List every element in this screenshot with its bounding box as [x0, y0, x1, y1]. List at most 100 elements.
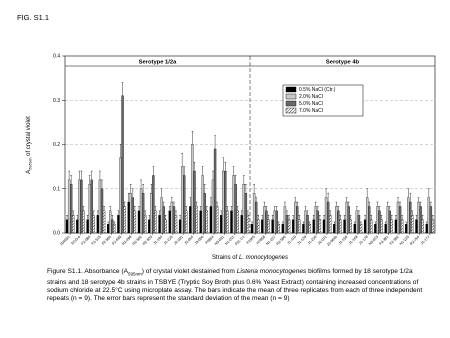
error-bar: [376, 201, 379, 207]
legend-swatch: [285, 107, 297, 114]
error-bar: [82, 206, 85, 211]
bar: [378, 210, 381, 234]
bar: [273, 210, 276, 234]
y-tick-label: 0.3: [53, 98, 60, 104]
error-bar: [193, 161, 196, 172]
bar: [322, 219, 326, 234]
error-bar: [133, 206, 136, 211]
bar: [400, 219, 404, 234]
legend-label: 2.0% NaCl: [299, 94, 323, 100]
x-tick-label: R2-500: [276, 235, 287, 246]
error-bar: [140, 179, 142, 189]
x-tick-label: J1-177: [420, 235, 431, 246]
x-tick-label: J3-006: [194, 235, 205, 246]
error-bar: [189, 197, 192, 207]
bar: [308, 223, 311, 234]
bar: [283, 206, 287, 234]
error-bar: [96, 210, 99, 216]
bar: [405, 223, 408, 234]
error-bar: [203, 184, 206, 194]
bar: [82, 210, 85, 234]
error-bar: [66, 215, 68, 220]
bar: [388, 210, 391, 234]
error-bar: [164, 215, 167, 220]
error-bar: [337, 206, 340, 211]
error-bar: [281, 221, 284, 225]
group-label: Serotype 4b: [326, 60, 360, 66]
bar: [180, 166, 184, 234]
x-label-b: L. monocytogenes: [239, 255, 288, 261]
bar: [298, 219, 301, 234]
bar: [417, 201, 420, 234]
bar: [113, 223, 116, 234]
error-bar: [304, 206, 307, 211]
bar: [374, 223, 377, 234]
bar: [131, 197, 135, 234]
error-bar: [253, 184, 256, 194]
error-bar: [345, 197, 348, 203]
bar: [339, 219, 342, 234]
error-bar: [230, 206, 233, 211]
bar: [394, 219, 398, 234]
bar: [427, 197, 431, 234]
bar: [359, 223, 363, 234]
bar: [222, 170, 225, 234]
error-bar: [150, 184, 153, 194]
legend-label: 7.0% NaCl: [299, 108, 323, 114]
x-tick-label: J1-179: [358, 235, 369, 246]
error-bar: [329, 210, 332, 216]
bar: [349, 219, 352, 234]
error-bar: [148, 215, 151, 220]
error-bar: [286, 210, 288, 216]
bar: [312, 219, 315, 234]
error-bar: [263, 201, 266, 207]
caption-part: ) of crystal violet destained from: [141, 268, 237, 275]
bar: [294, 201, 297, 234]
error-bar: [72, 210, 75, 216]
bar: [267, 219, 270, 234]
bar: [213, 148, 217, 234]
error-bar: [358, 210, 360, 216]
x-tick-label: J1-194: [153, 235, 164, 246]
error-bar: [154, 206, 157, 211]
error-bar: [129, 184, 132, 194]
y-label-rest: of crystal violet: [26, 116, 32, 158]
error-bar: [395, 215, 397, 220]
x-tick-label: J2-071: [317, 235, 328, 246]
bar: [244, 193, 248, 234]
error-bar: [88, 175, 91, 185]
figure-label: FIG. S1.1: [17, 13, 50, 22]
error-bar: [160, 188, 163, 198]
bar: [129, 193, 132, 234]
bar: [254, 201, 258, 234]
bar: [143, 215, 147, 234]
bar: [96, 215, 100, 234]
y-axis-label: A595nm of crystal violet: [26, 116, 33, 174]
error-bar: [399, 201, 401, 207]
error-bar: [370, 215, 373, 220]
error-bar: [144, 210, 147, 216]
bar: [335, 206, 338, 234]
bar: [123, 206, 126, 234]
bar: [76, 219, 79, 234]
error-bar: [271, 215, 274, 220]
bar: [154, 210, 157, 234]
error-bar: [360, 221, 362, 225]
error-bar: [364, 215, 367, 220]
x-label-a: Strains of: [212, 255, 239, 261]
error-bar: [427, 188, 430, 198]
error-bar: [284, 201, 286, 207]
x-tick-label: N1-225: [399, 235, 410, 246]
error-bar: [195, 201, 198, 207]
error-bar: [335, 201, 338, 207]
error-bar: [296, 201, 299, 207]
error-bar: [411, 210, 414, 216]
error-bar: [80, 170, 83, 180]
bar: [277, 223, 280, 234]
error-bar: [386, 201, 389, 207]
error-bar: [421, 215, 424, 220]
error-bar: [90, 170, 93, 180]
error-bar: [314, 201, 317, 207]
error-bar: [242, 175, 245, 185]
error-bar: [201, 166, 204, 176]
